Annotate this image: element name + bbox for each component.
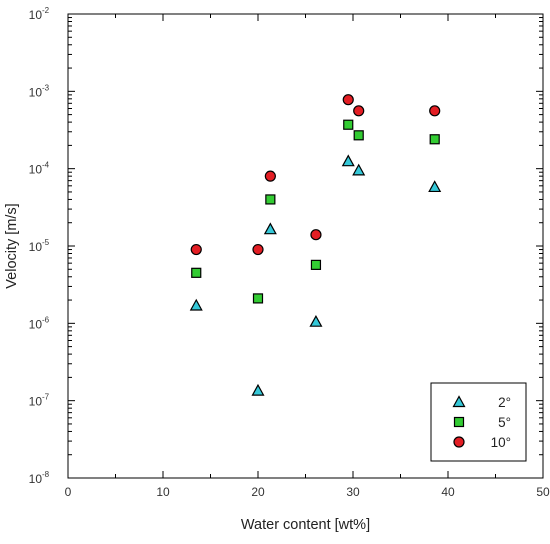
point-triangle: [309, 314, 323, 327]
point-triangle: [251, 383, 265, 396]
x-axis-label: Water content [wt%]: [241, 517, 370, 533]
y-tick-label: 10: [29, 8, 43, 22]
legend-marker-circle: [453, 436, 465, 448]
legend-marker-triangle: [452, 395, 466, 408]
x-tick-label: 50: [536, 485, 550, 499]
point-square: [191, 267, 202, 278]
x-tick-label: 0: [65, 485, 72, 499]
legend: 2° 5° 10°: [430, 382, 527, 462]
y-tick-exponent: -3: [42, 83, 50, 92]
point-square: [429, 134, 440, 145]
point-square: [353, 130, 364, 141]
point-circle: [190, 243, 202, 256]
y-tick-label: 10: [29, 240, 43, 254]
y-tick-label: 10: [29, 317, 43, 331]
x-tick-label: 30: [346, 485, 360, 499]
x-tick-label: 40: [441, 485, 455, 499]
data-points: [189, 94, 442, 396]
x-tick-label: 10: [156, 485, 170, 499]
point-square: [265, 194, 276, 205]
point-circle: [353, 105, 365, 117]
x-tick-label: 20: [251, 485, 265, 499]
legend-marker-square: [453, 416, 465, 428]
plot-frame: [67, 13, 544, 479]
y-tick-exponent: -2: [42, 6, 50, 15]
legend-label: 5°: [498, 415, 511, 430]
point-circle: [310, 229, 322, 241]
legend-box: [430, 382, 527, 462]
y-tick-exponent: -4: [42, 161, 50, 170]
point-triangle: [428, 180, 442, 193]
point-square: [310, 259, 322, 270]
point-triangle: [352, 163, 366, 176]
y-tick-exponent: -5: [42, 238, 50, 247]
y-tick-label: 10: [29, 163, 43, 177]
y-axis-label: Velocity [m/s]: [4, 203, 20, 288]
y-tick-label: 10: [29, 472, 43, 486]
legend-label: 10°: [491, 435, 511, 450]
point-triangle: [341, 154, 355, 167]
point-square: [343, 119, 354, 130]
point-circle: [342, 94, 354, 106]
legend-label: 2°: [498, 395, 511, 410]
point-circle: [252, 243, 264, 256]
y-tick-exponent: -6: [42, 315, 50, 324]
point-circle: [429, 105, 441, 117]
point-circle: [264, 170, 276, 182]
y-tick-exponent: -7: [42, 393, 50, 402]
point-triangle: [189, 298, 203, 311]
y-tick-label: 10: [29, 395, 43, 409]
point-triangle: [263, 222, 277, 235]
point-square: [252, 293, 264, 304]
y-tick-label: 10: [29, 85, 43, 99]
y-tick-exponent: -8: [42, 470, 50, 479]
